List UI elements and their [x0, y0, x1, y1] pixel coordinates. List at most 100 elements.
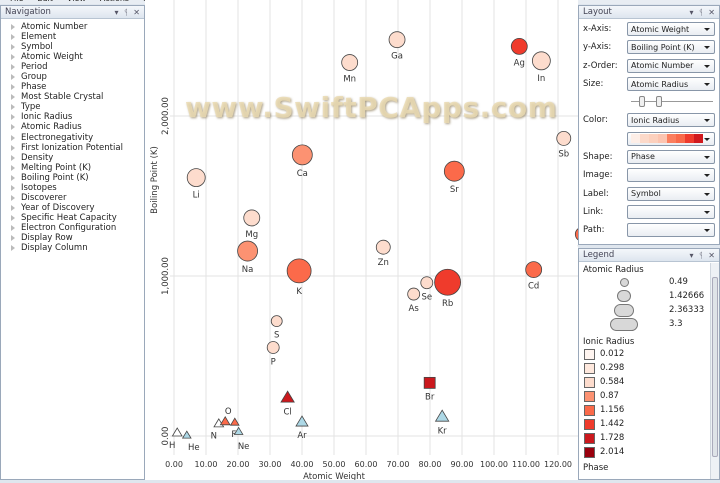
layout-select[interactable]	[627, 223, 715, 238]
nav-item[interactable]: Ionic Radius	[11, 112, 144, 122]
data-point-ag[interactable]: Ag	[510, 38, 528, 68]
pin-icon[interactable]: ᛩ	[698, 7, 704, 17]
data-point-o[interactable]: O	[219, 407, 232, 426]
slider-thumb[interactable]	[655, 96, 662, 108]
expand-icon[interactable]	[11, 84, 15, 91]
size-range-slider[interactable]	[631, 93, 713, 111]
menu-file[interactable]: File	[10, 0, 23, 4]
expand-icon[interactable]	[11, 224, 15, 231]
nav-item[interactable]: Year of Discovery	[11, 203, 144, 213]
nav-item[interactable]: Discoverer	[11, 193, 144, 203]
menu-view[interactable]: View	[67, 0, 86, 4]
nav-item[interactable]: Symbol	[11, 42, 144, 52]
nav-item[interactable]: Melting Point (K)	[11, 163, 144, 173]
layout-select[interactable]: Atomic Radius	[627, 77, 715, 92]
expand-icon[interactable]	[11, 74, 15, 81]
data-point-cd[interactable]: Cd	[525, 261, 543, 292]
nav-item[interactable]: Most Stable Crystal	[11, 92, 144, 102]
scroll-thumb[interactable]	[712, 277, 718, 457]
nav-item[interactable]: Element	[11, 32, 144, 42]
nav-item[interactable]: Group	[11, 72, 144, 82]
nav-item[interactable]: Display Row	[11, 233, 144, 243]
data-point-rb[interactable]: Rb	[434, 268, 462, 309]
expand-icon[interactable]	[11, 184, 15, 191]
expand-icon[interactable]	[11, 24, 15, 31]
pin-icon[interactable]: ᛩ	[698, 250, 704, 260]
expand-icon[interactable]	[11, 54, 15, 61]
pin-icon[interactable]: ᛩ	[123, 7, 129, 17]
expand-icon[interactable]	[11, 194, 15, 201]
data-point-ne[interactable]: Ne	[233, 426, 249, 452]
expand-icon[interactable]	[11, 44, 15, 51]
nav-item[interactable]: Period	[11, 62, 144, 72]
dropdown-icon[interactable]: ▾	[114, 7, 119, 17]
nav-item[interactable]: Boiling Point (K)	[11, 173, 144, 183]
nav-item[interactable]: Density	[11, 153, 144, 163]
legend-scrollbar[interactable]	[710, 263, 719, 479]
slider-thumb[interactable]	[639, 96, 646, 108]
layout-select[interactable]	[627, 168, 715, 183]
expand-icon[interactable]	[11, 245, 15, 252]
expand-icon[interactable]	[11, 134, 15, 141]
layout-select[interactable]	[627, 204, 715, 219]
dropdown-icon[interactable]: ▾	[689, 7, 694, 17]
data-point-sb[interactable]: Sb	[556, 130, 572, 159]
expand-icon[interactable]	[11, 204, 15, 211]
expand-icon[interactable]	[11, 34, 15, 41]
data-point-k[interactable]: K	[286, 258, 312, 297]
data-point-cl[interactable]: Cl	[280, 390, 295, 417]
layout-select[interactable]	[627, 131, 715, 146]
layout-select[interactable]: Boiling Point (K)	[627, 40, 715, 55]
expand-icon[interactable]	[11, 94, 15, 101]
expand-icon[interactable]	[11, 174, 15, 181]
nav-item[interactable]: Type	[11, 102, 144, 112]
expand-icon[interactable]	[11, 144, 15, 151]
data-point-mg[interactable]: Mg	[243, 209, 261, 240]
nav-item[interactable]: Display Column	[11, 243, 144, 253]
data-point-br[interactable]: Br	[423, 376, 436, 402]
expand-icon[interactable]	[11, 114, 15, 121]
expand-icon[interactable]	[11, 214, 15, 221]
data-point-zn[interactable]: Zn	[375, 239, 391, 268]
layout-select[interactable]: Atomic Weight	[627, 22, 715, 37]
nav-item[interactable]: Electron Configuration	[11, 223, 144, 233]
expand-icon[interactable]	[11, 235, 15, 241]
data-point-li[interactable]: Li	[186, 168, 206, 201]
data-point-ar[interactable]: Ar	[295, 415, 309, 441]
data-point-kr[interactable]: Kr	[434, 409, 450, 436]
data-point-se[interactable]: Se	[420, 276, 434, 303]
nav-item[interactable]: Atomic Number	[11, 22, 144, 32]
scatter-chart[interactable]: 0.00 10.00 20.00 30.00 40.00 50.00 60.00 70.00 8…	[145, 0, 590, 482]
nav-item[interactable]: Electronegativity	[11, 133, 144, 143]
nav-item[interactable]: Specific Heat Capacity	[11, 213, 144, 223]
data-point-ga[interactable]: Ga	[388, 31, 406, 62]
layout-select[interactable]: Symbol	[627, 186, 715, 201]
expand-icon[interactable]	[11, 104, 15, 111]
nav-item[interactable]: Isotopes	[11, 183, 144, 193]
data-point-as[interactable]: As	[407, 287, 421, 314]
data-point-mn[interactable]: Mn	[341, 54, 359, 85]
menu-edit[interactable]: Edit	[37, 0, 53, 4]
menu-actions[interactable]: Actions	[100, 0, 129, 4]
expand-icon[interactable]	[11, 124, 15, 131]
data-point-h[interactable]: H	[169, 427, 183, 451]
nav-item[interactable]: Atomic Radius	[11, 122, 144, 132]
nav-item[interactable]: Phase	[11, 82, 144, 92]
data-point-in[interactable]: In	[531, 51, 551, 84]
layout-select[interactable]: Phase	[627, 149, 715, 164]
data-point-ca[interactable]: Ca	[291, 144, 313, 179]
expand-icon[interactable]	[11, 154, 15, 161]
dropdown-icon[interactable]: ▾	[689, 250, 694, 260]
data-point-p[interactable]: P	[266, 341, 280, 368]
close-icon[interactable]: ✕	[708, 7, 715, 17]
data-point-na[interactable]: Na	[237, 240, 258, 275]
close-icon[interactable]: ✕	[133, 7, 140, 17]
nav-item[interactable]: Atomic Weight	[11, 52, 144, 62]
data-point-s[interactable]: S	[270, 315, 283, 341]
close-icon[interactable]: ✕	[708, 250, 715, 260]
data-point-f[interactable]: F	[229, 417, 240, 440]
layout-select[interactable]: Ionic Radius	[627, 113, 715, 128]
expand-icon[interactable]	[11, 164, 15, 171]
data-point-sr[interactable]: Sr	[443, 160, 465, 195]
plot-area[interactable]: 0.00 10.00 20.00 30.00 40.00 50.00 60.00 70.00 8…	[145, 0, 590, 482]
